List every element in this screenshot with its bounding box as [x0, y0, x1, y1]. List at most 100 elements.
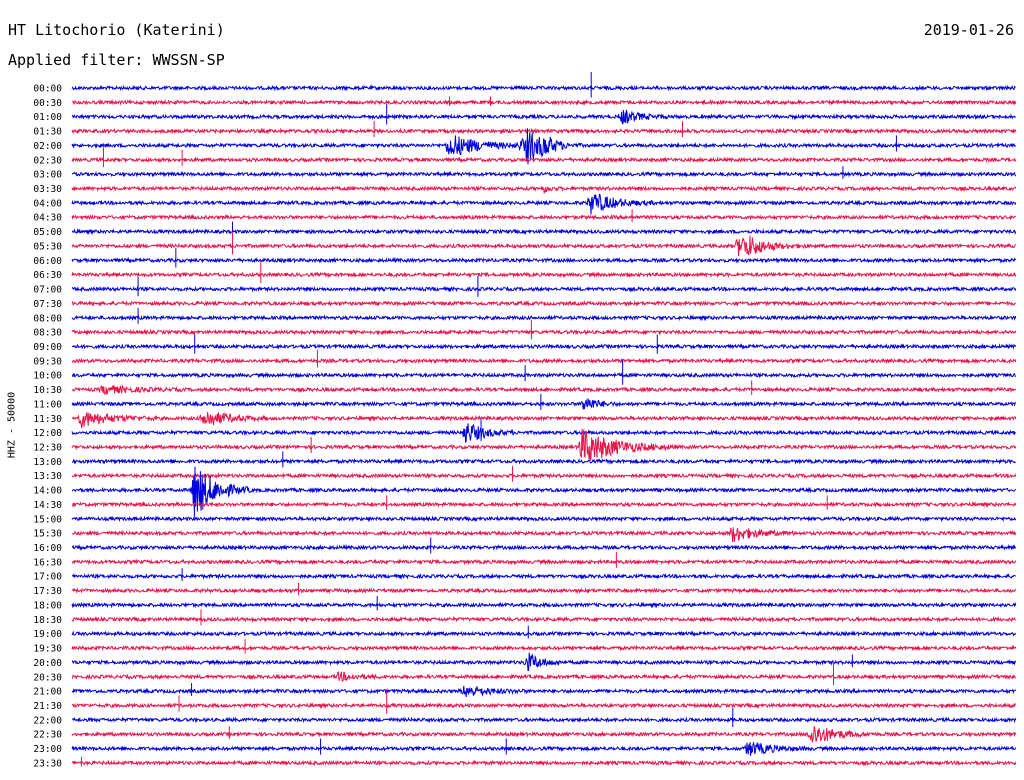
row-time-label: 11:30	[33, 414, 62, 425]
trace-line	[71, 759, 1017, 767]
trace-line	[71, 185, 1017, 194]
row-time-label: 23:30	[33, 758, 62, 769]
row-time-label: 16:00	[33, 543, 62, 554]
row-time-label: 04:00	[33, 198, 62, 209]
trace-line	[71, 127, 1017, 135]
row-time-label: 18:00	[33, 600, 62, 611]
trace-line	[71, 411, 1017, 430]
row-time-label: 08:00	[33, 313, 62, 324]
row-time-label: 13:30	[33, 471, 62, 482]
row-time-label: 17:30	[33, 586, 62, 597]
row-time-label: 11:00	[33, 399, 62, 410]
row-time-label: 04:30	[33, 213, 62, 224]
trace-line	[71, 193, 1017, 215]
trace-line	[71, 701, 1016, 710]
trace-line	[71, 423, 1016, 443]
trace-line	[71, 109, 1016, 125]
trace-line	[72, 98, 1017, 106]
station-title: HT Litochorio (Katerini)	[8, 21, 225, 39]
row-time-label: 01:00	[33, 112, 62, 123]
row-time-label: 15:00	[33, 514, 62, 525]
trace-line	[71, 371, 1016, 379]
trace-line	[71, 644, 1017, 652]
row-time-label: 15:30	[33, 529, 62, 540]
row-time-label: 12:00	[33, 428, 62, 439]
row-time-label: 00:30	[33, 98, 62, 109]
trace-line	[71, 235, 1017, 257]
trace-line	[71, 299, 1016, 307]
trace-line	[71, 515, 1017, 523]
row-time-label: 03:30	[33, 184, 62, 195]
trace-line	[71, 128, 1017, 165]
row-time-label: 19:00	[33, 629, 62, 640]
trace-line	[71, 652, 1017, 671]
trace-line	[71, 716, 1017, 724]
row-time-label: 02:00	[33, 141, 62, 152]
trace-line	[71, 670, 1016, 683]
trace-line	[71, 428, 1017, 462]
trace-line	[71, 256, 1017, 264]
trace-line	[71, 587, 1017, 595]
trace-line	[71, 685, 1017, 698]
row-time-label: 07:00	[33, 285, 62, 296]
trace-line	[71, 472, 1017, 480]
trace-line	[71, 558, 1017, 566]
trace-line	[71, 398, 1016, 410]
trace-line	[71, 213, 1016, 221]
trace-line	[71, 271, 1017, 279]
row-time-label: 13:00	[33, 457, 62, 468]
row-time-label: 05:00	[33, 227, 62, 238]
trace-line	[72, 466, 1017, 518]
row-time-label: 20:00	[33, 658, 62, 669]
trace-line	[71, 228, 1017, 236]
row-time-label: 18:30	[33, 615, 62, 626]
row-time-label: 05:30	[33, 241, 62, 252]
row-time-label: 03:00	[33, 170, 62, 181]
trace-line	[71, 527, 1017, 543]
row-time-label: 22:00	[33, 715, 62, 726]
row-time-label: 21:30	[33, 701, 62, 712]
trace-line	[71, 328, 1017, 336]
row-time-label: 14:00	[33, 486, 62, 497]
trace-line	[71, 285, 1017, 293]
record-date: 2019-01-26	[923, 21, 1014, 39]
row-time-label: 08:30	[33, 328, 62, 339]
trace-line	[72, 500, 1017, 508]
row-time-label: 06:30	[33, 270, 62, 281]
row-time-label: 14:30	[33, 500, 62, 511]
trace-line	[71, 156, 1017, 164]
trace-line	[71, 601, 1017, 609]
row-time-label: 09:00	[33, 342, 62, 353]
row-time-label: 01:30	[33, 127, 62, 138]
filter-label: Applied filter: WWSSN-SP	[8, 51, 225, 69]
row-time-label: 07:30	[33, 299, 62, 310]
trace-line	[71, 615, 1017, 623]
trace-line	[71, 726, 1017, 743]
trace-line	[71, 543, 1017, 552]
trace-line	[71, 314, 1017, 322]
row-time-label: 16:30	[33, 557, 62, 568]
row-time-label: 02:30	[33, 155, 62, 166]
row-time-label: 17:00	[33, 572, 62, 583]
row-time-label: 09:30	[33, 356, 62, 367]
trace-line	[71, 342, 1017, 350]
row-time-label: 20:30	[33, 672, 62, 683]
row-time-label: 22:30	[33, 730, 62, 741]
row-time-label: 00:00	[33, 84, 62, 95]
trace-line	[71, 741, 1017, 756]
row-time-label: 23:00	[33, 744, 62, 755]
trace-line	[71, 630, 1017, 638]
row-time-label: 10:30	[33, 385, 62, 396]
trace-line	[71, 84, 1016, 92]
trace-line	[71, 384, 1017, 395]
row-time-label: 06:00	[33, 256, 62, 267]
row-time-label: 19:30	[33, 644, 62, 655]
trace-line	[71, 357, 1017, 365]
trace-line	[71, 170, 1016, 178]
trace-line	[71, 457, 1016, 465]
trace-line	[71, 572, 1016, 580]
row-time-label: 21:00	[33, 687, 62, 698]
row-time-label: 12:30	[33, 443, 62, 454]
